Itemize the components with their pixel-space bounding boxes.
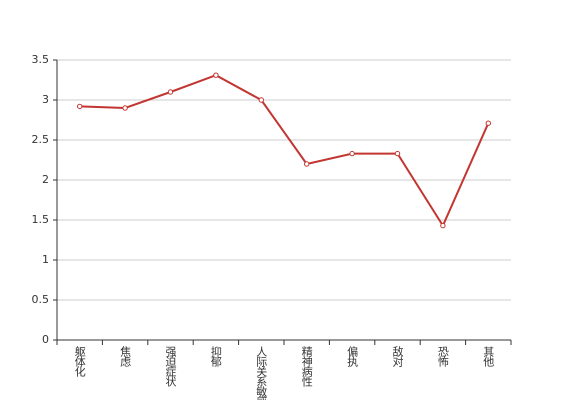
x-tick-label: 敌对 — [391, 345, 404, 367]
point — [122, 105, 128, 111]
x-tick-label: 焦虑 — [119, 346, 132, 367]
y-tick-label: 0 — [42, 333, 49, 346]
x-tick-label: 精神病性 — [300, 346, 313, 388]
y-tick-label: 2 — [42, 173, 49, 186]
point — [440, 222, 446, 229]
point — [167, 89, 174, 95]
x-tick-label: 偏执 — [346, 345, 359, 368]
y-tick-label: 0.5 — [32, 293, 50, 306]
x-tick-label: 抑郁 — [209, 345, 222, 367]
point — [213, 72, 219, 78]
point — [258, 97, 264, 103]
x-tick-label: 恐怖 — [436, 346, 449, 367]
point — [349, 150, 355, 157]
y-tick-label: 3 — [42, 93, 49, 106]
point — [485, 120, 491, 126]
y-tick-label: 1 — [42, 253, 49, 266]
y-tick-label: 1.5 — [32, 213, 50, 226]
point — [394, 150, 401, 157]
x-tick-label: 躯体化 — [73, 346, 86, 378]
y-tick-label: 2.5 — [32, 133, 50, 146]
x-tick-label: 人际关系敏感 — [255, 346, 268, 400]
point — [304, 161, 310, 167]
point — [77, 103, 83, 110]
x-tick-label: 强迫症状 — [164, 346, 177, 387]
line — [79, 74, 490, 228]
y-tick-label: 3.5 — [32, 53, 50, 66]
x-tick-label: 其他 — [482, 346, 495, 367]
